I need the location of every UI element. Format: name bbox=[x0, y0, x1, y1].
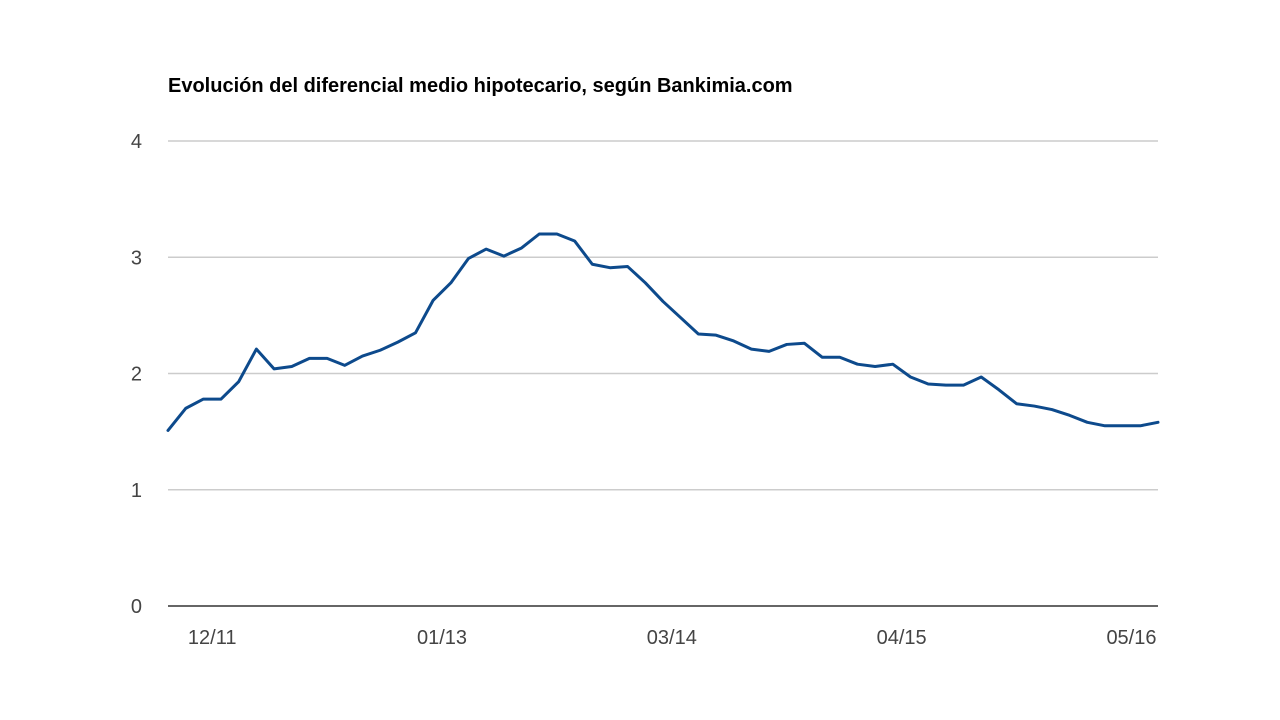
x-tick-label: 12/11 bbox=[188, 627, 237, 649]
y-tick-label: 1 bbox=[131, 480, 142, 502]
x-tick-label: 05/16 bbox=[1106, 627, 1156, 649]
x-axis-ticks: 12/11 01/13 03/14 04/15 05/16 bbox=[188, 627, 1157, 649]
series-line bbox=[166, 232, 1160, 432]
gridlines bbox=[168, 140, 1158, 491]
x-tick-label: 01/13 bbox=[417, 627, 467, 649]
y-axis-ticks: 0 1 2 3 4 bbox=[131, 131, 142, 618]
y-tick-label: 3 bbox=[131, 247, 142, 269]
x-tick-label: 03/14 bbox=[647, 627, 697, 649]
x-tick-label: 04/15 bbox=[877, 627, 927, 649]
y-tick-label: 2 bbox=[131, 364, 142, 386]
series-layer bbox=[166, 232, 1160, 432]
y-tick-label: 4 bbox=[131, 131, 142, 153]
chart-title: Evolución del diferencial medio hipoteca… bbox=[168, 75, 793, 97]
y-tick-label: 0 bbox=[131, 596, 142, 618]
